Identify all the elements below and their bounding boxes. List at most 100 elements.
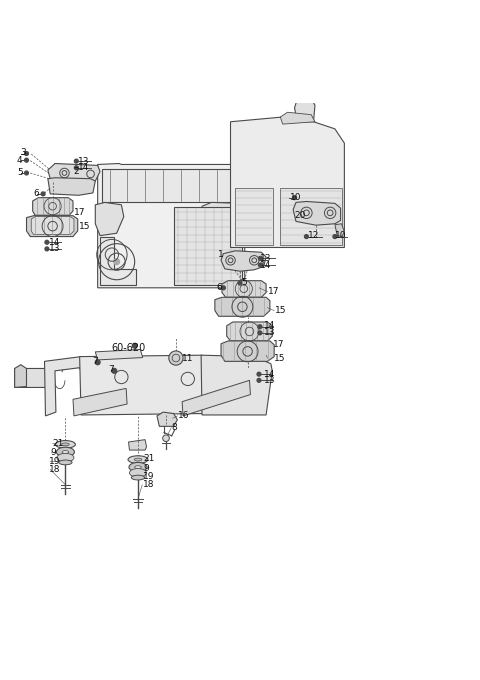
Polygon shape <box>129 440 146 450</box>
Circle shape <box>132 343 137 348</box>
Polygon shape <box>31 217 74 235</box>
Text: 3: 3 <box>20 148 26 156</box>
Circle shape <box>114 259 120 265</box>
Ellipse shape <box>61 443 69 446</box>
Text: 21: 21 <box>52 439 63 448</box>
Polygon shape <box>14 364 26 388</box>
Circle shape <box>169 351 183 365</box>
Circle shape <box>24 152 28 156</box>
Polygon shape <box>96 350 143 360</box>
Circle shape <box>304 235 308 239</box>
Text: 14: 14 <box>261 260 272 269</box>
Text: 18: 18 <box>143 480 155 489</box>
Polygon shape <box>230 117 344 248</box>
Text: 19: 19 <box>143 472 155 481</box>
Text: 13: 13 <box>264 328 275 337</box>
Text: 20: 20 <box>294 211 305 220</box>
Text: 60-620: 60-620 <box>111 343 145 353</box>
Circle shape <box>24 158 28 162</box>
Polygon shape <box>201 355 272 415</box>
Circle shape <box>96 360 100 364</box>
Text: 14: 14 <box>264 370 275 379</box>
Polygon shape <box>45 356 81 416</box>
Polygon shape <box>293 201 341 225</box>
Text: 4: 4 <box>17 156 23 165</box>
Polygon shape <box>202 203 245 232</box>
Polygon shape <box>157 412 178 426</box>
Text: 10: 10 <box>335 231 347 240</box>
Text: 6: 6 <box>216 284 222 292</box>
Ellipse shape <box>56 441 75 448</box>
Ellipse shape <box>56 447 74 457</box>
Circle shape <box>257 372 261 376</box>
Polygon shape <box>14 369 48 388</box>
Polygon shape <box>182 380 251 416</box>
Ellipse shape <box>59 460 72 464</box>
Text: 14: 14 <box>49 238 60 247</box>
Text: 15: 15 <box>275 306 286 315</box>
Text: 17: 17 <box>74 208 85 218</box>
Text: 7: 7 <box>92 357 98 366</box>
Text: 17: 17 <box>273 340 285 350</box>
Polygon shape <box>235 188 273 245</box>
Text: 8: 8 <box>172 423 178 432</box>
Circle shape <box>258 331 262 335</box>
Circle shape <box>45 247 49 251</box>
Circle shape <box>221 286 225 290</box>
Text: 12: 12 <box>308 231 320 240</box>
Text: 15: 15 <box>274 354 286 362</box>
Text: 9: 9 <box>144 464 149 473</box>
Circle shape <box>74 159 78 163</box>
Polygon shape <box>227 322 272 341</box>
Text: 21: 21 <box>144 454 155 463</box>
Ellipse shape <box>129 462 147 472</box>
Text: 17: 17 <box>267 287 279 296</box>
Polygon shape <box>174 207 242 286</box>
Polygon shape <box>48 163 100 182</box>
Polygon shape <box>48 177 96 195</box>
Polygon shape <box>215 297 270 316</box>
Text: 2: 2 <box>73 167 79 175</box>
Circle shape <box>333 235 337 239</box>
Circle shape <box>238 281 242 285</box>
Polygon shape <box>222 281 266 297</box>
Ellipse shape <box>57 454 74 462</box>
Ellipse shape <box>132 475 144 480</box>
Text: 1: 1 <box>218 250 224 259</box>
Text: 18: 18 <box>49 465 61 474</box>
Text: 13: 13 <box>78 156 89 166</box>
Polygon shape <box>100 237 136 286</box>
Circle shape <box>257 379 261 382</box>
Polygon shape <box>280 188 342 245</box>
Circle shape <box>45 240 49 244</box>
Text: 14: 14 <box>78 163 89 172</box>
Polygon shape <box>102 169 242 203</box>
Text: 13: 13 <box>264 376 275 385</box>
Polygon shape <box>80 355 204 415</box>
Polygon shape <box>26 216 78 237</box>
Polygon shape <box>97 163 245 288</box>
Text: 10: 10 <box>290 193 302 202</box>
Polygon shape <box>73 388 127 416</box>
Circle shape <box>258 325 262 328</box>
Circle shape <box>112 369 117 373</box>
Text: 9: 9 <box>50 448 56 458</box>
Text: 15: 15 <box>79 222 90 231</box>
Text: 6: 6 <box>34 189 39 199</box>
Ellipse shape <box>135 466 141 469</box>
Ellipse shape <box>134 458 142 461</box>
Text: 13: 13 <box>261 254 272 263</box>
Ellipse shape <box>130 469 146 477</box>
Polygon shape <box>33 198 73 216</box>
Circle shape <box>259 263 262 267</box>
Text: 16: 16 <box>179 411 190 420</box>
Circle shape <box>163 435 169 441</box>
Circle shape <box>293 196 297 199</box>
Text: 13: 13 <box>49 244 60 254</box>
Polygon shape <box>221 251 266 271</box>
Polygon shape <box>295 98 315 122</box>
Circle shape <box>24 171 28 175</box>
Ellipse shape <box>62 451 69 454</box>
Text: 5: 5 <box>241 277 247 286</box>
Circle shape <box>74 166 78 170</box>
